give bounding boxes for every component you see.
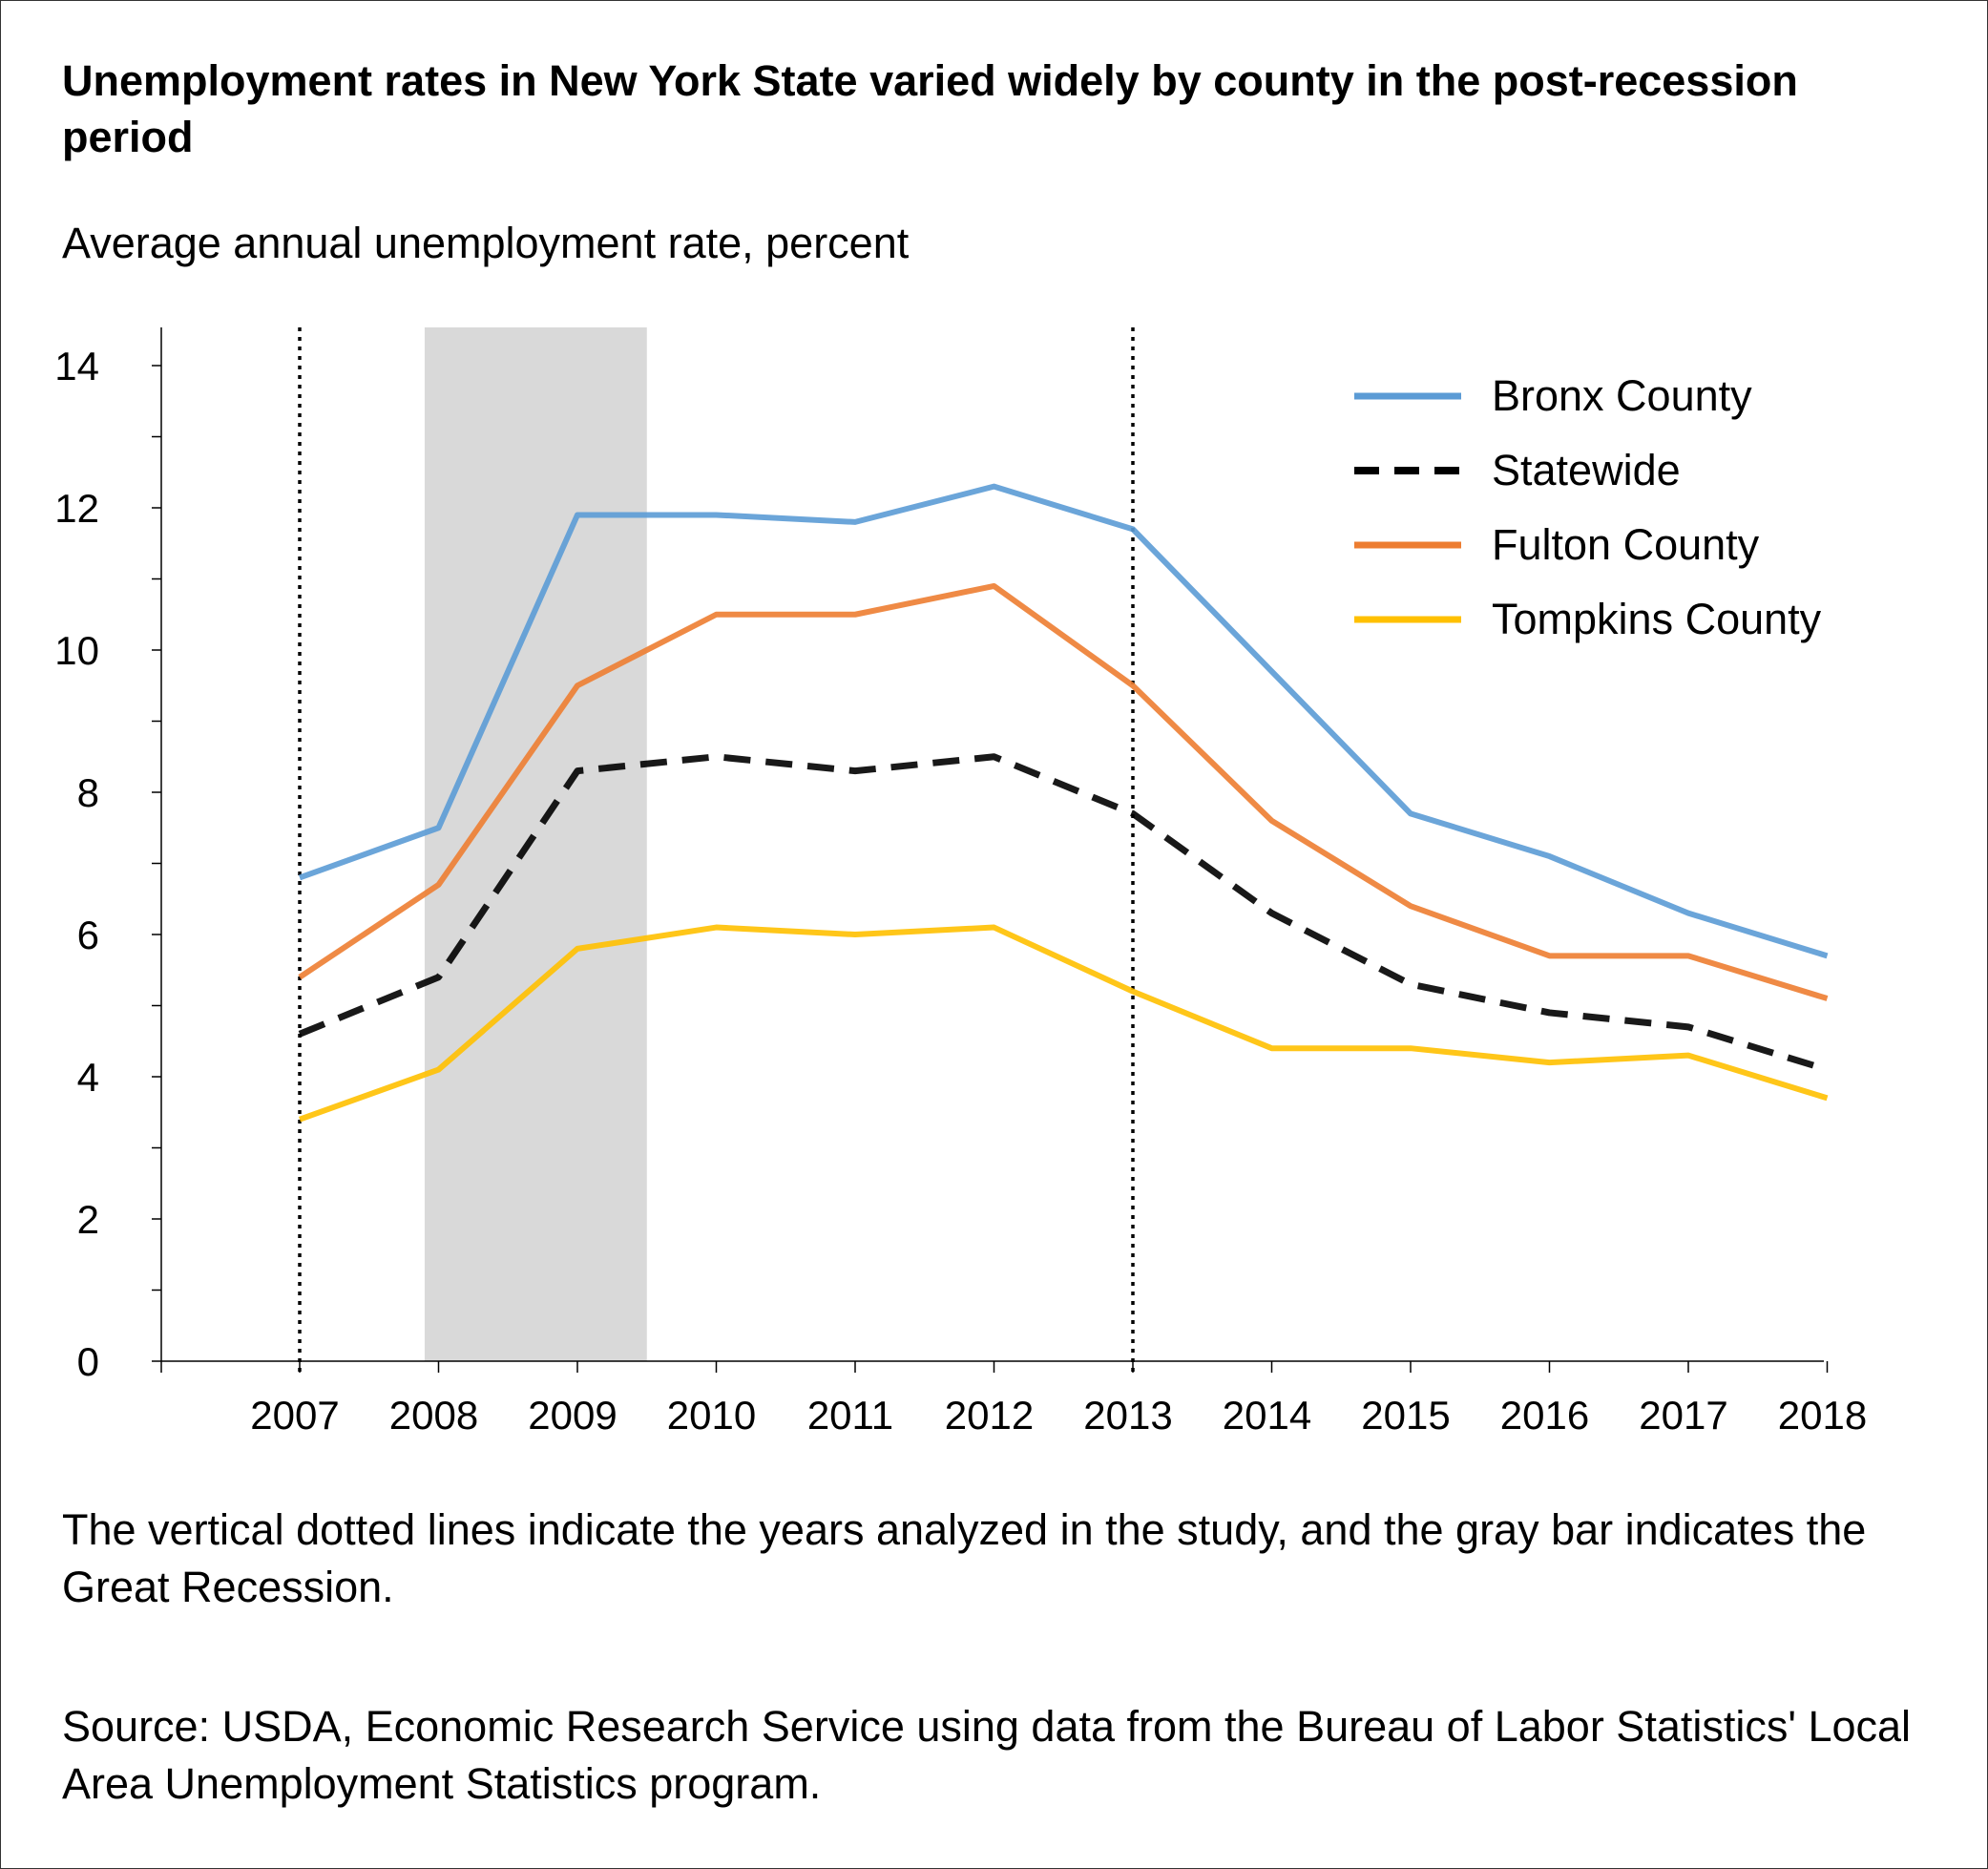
- x-tick-label: 2015: [1361, 1393, 1450, 1438]
- y-tick-label: 6: [77, 913, 99, 957]
- x-tick-label: 2011: [807, 1393, 893, 1438]
- series-line-statewide: [298, 753, 1829, 1073]
- x-tick-label: 2014: [1223, 1393, 1311, 1438]
- chart-title: Unemployment rates in New York State var…: [62, 56, 1798, 161]
- x-tick-label: 2016: [1500, 1393, 1589, 1438]
- y-tick-label: 8: [77, 770, 99, 815]
- y-axis-label: Average annual unemployment rate, percen…: [62, 219, 910, 267]
- y-tick-label: 4: [77, 1055, 99, 1100]
- legend-label-fulton-county: Fulton County: [1492, 520, 1760, 569]
- y-tick-label: 14: [54, 344, 99, 388]
- x-tick-label: 2017: [1639, 1393, 1727, 1438]
- series-line-bronx-county: [298, 483, 1829, 959]
- x-tick-label: 2010: [667, 1393, 756, 1438]
- series-line-tompkins-county: [298, 924, 1829, 1123]
- x-tick-label: 2018: [1778, 1393, 1867, 1438]
- recession-band: [424, 327, 647, 1361]
- series-line-fulton-county: [298, 582, 1829, 1001]
- y-tick-label: 12: [54, 486, 99, 531]
- y-tick-label: 2: [77, 1197, 99, 1242]
- x-tick-label: 2009: [528, 1393, 617, 1438]
- legend-label-statewide: Statewide: [1492, 446, 1681, 494]
- x-tick-label: 2012: [945, 1393, 1034, 1438]
- chart-note: The vertical dotted lines indicate the y…: [62, 1505, 1867, 1611]
- chart-source: Source: USDA, Economic Research Service …: [62, 1702, 1912, 1808]
- x-tick-label: 2007: [250, 1393, 339, 1438]
- x-tick-label: 2013: [1083, 1393, 1172, 1438]
- y-tick-label: 0: [77, 1339, 99, 1384]
- legend-label-tompkins-county: Tompkins County: [1492, 595, 1822, 643]
- x-tick-label: 2008: [389, 1393, 478, 1438]
- legend-label-bronx-county: Bronx County: [1492, 371, 1752, 420]
- y-tick-label: 10: [54, 628, 99, 673]
